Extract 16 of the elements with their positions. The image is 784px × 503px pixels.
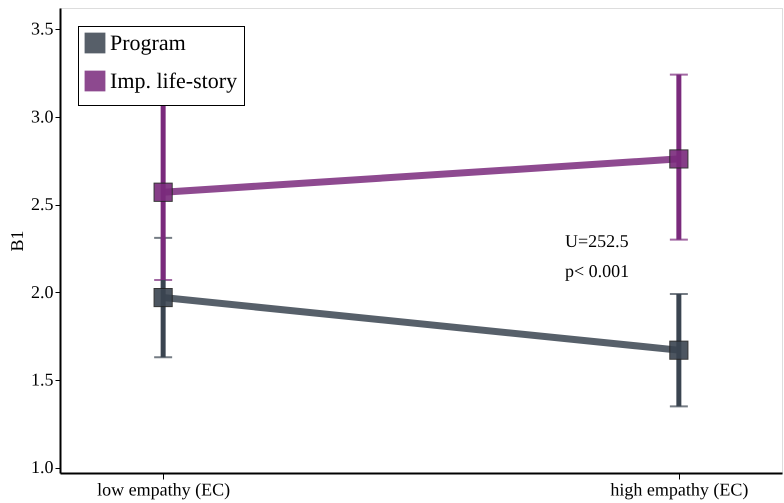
y-tick-label: 1.0 [31, 457, 54, 478]
legend-label: Program [110, 30, 186, 55]
y-tick-label: 1.5 [31, 370, 54, 390]
point [669, 149, 688, 168]
x-tick-label: high empathy (EC) [610, 480, 748, 500]
point [154, 288, 173, 308]
y-tick-label: 3.0 [31, 106, 54, 126]
point [154, 182, 173, 202]
y-tick-label: 2.5 [31, 194, 54, 214]
y-tick-label: 3.5 [31, 18, 54, 39]
y-axis-title: B1 [7, 230, 27, 252]
point [669, 340, 688, 360]
y-tick-label: 2.0 [31, 282, 54, 302]
annotation: U=252.5 p< 0.001 [565, 231, 630, 281]
legend-label: Imp. life-story [110, 68, 238, 93]
x-tick-label: low empathy (EC) [97, 480, 230, 500]
